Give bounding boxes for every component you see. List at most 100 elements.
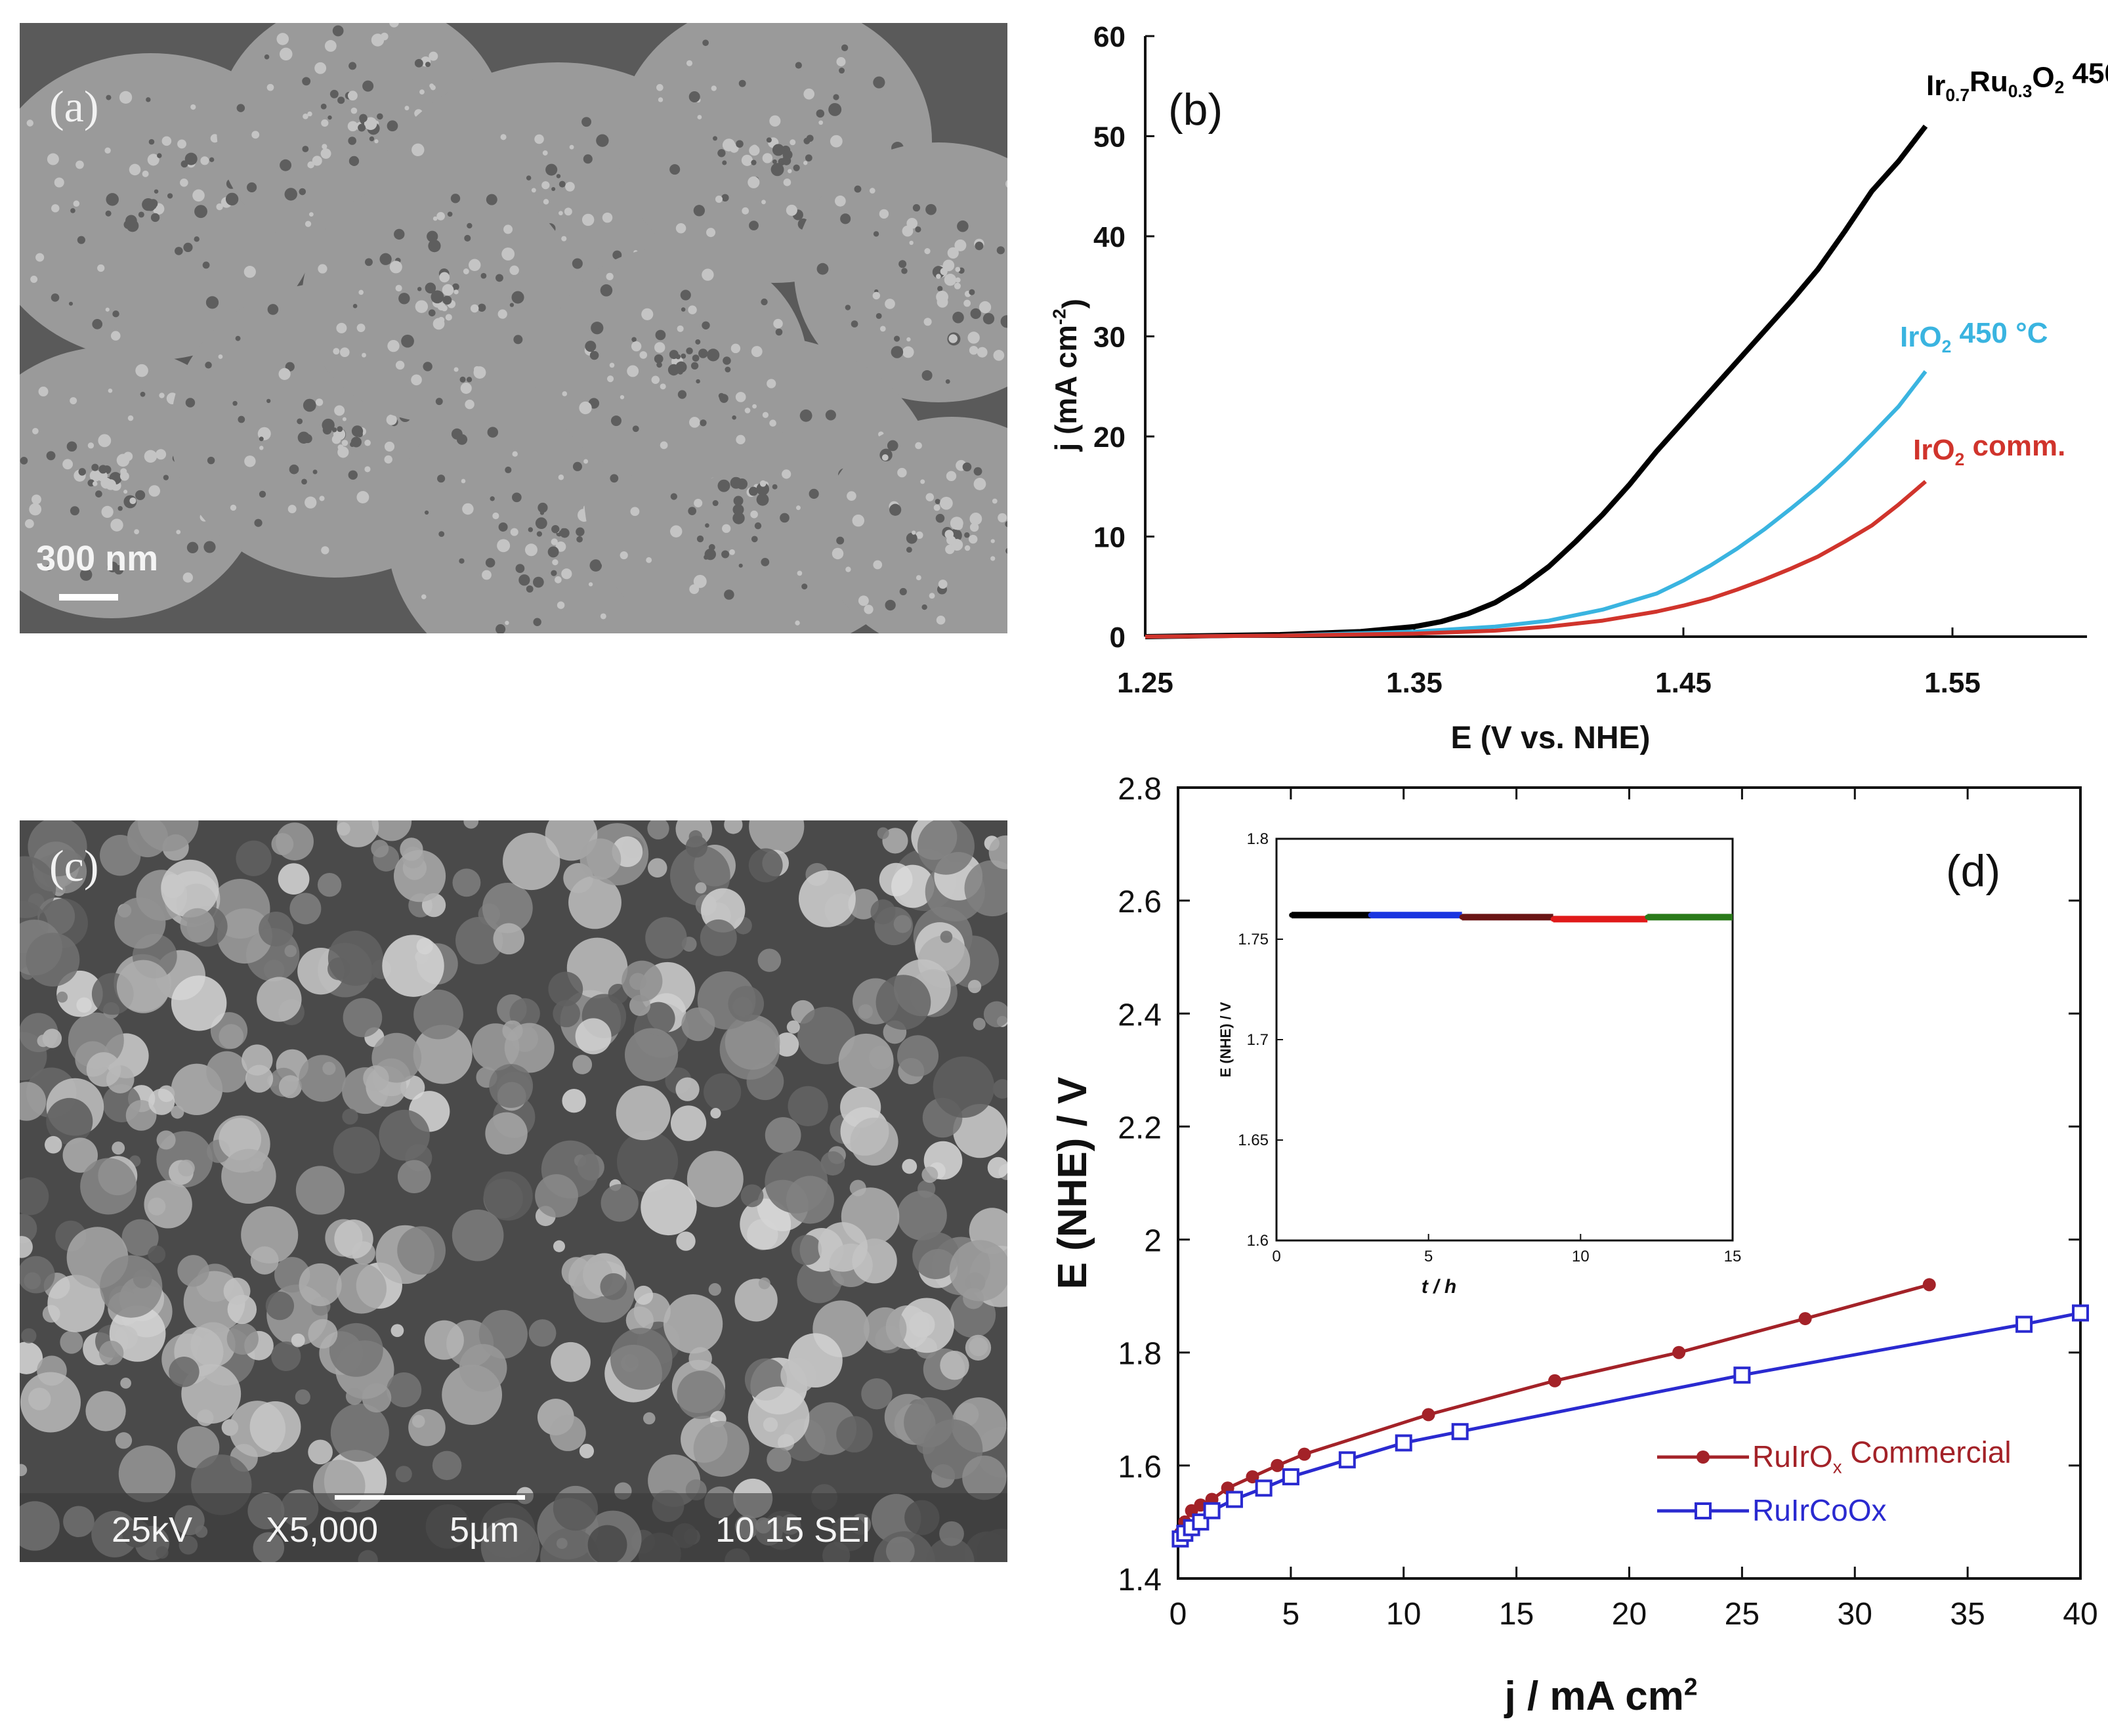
panel-label-c: (c) — [49, 841, 99, 891]
sem-a-pore — [1005, 521, 1007, 528]
sem-a-pore — [333, 348, 340, 355]
sem-a-pore — [805, 154, 812, 161]
sem-a-pore — [558, 474, 564, 480]
data-point — [1271, 1458, 1284, 1472]
inset-point — [1614, 916, 1620, 922]
sem-c-grain — [343, 998, 383, 1038]
sem-a-pore — [334, 405, 345, 416]
sem-a-pore — [105, 210, 112, 217]
sem-a-pore — [750, 510, 758, 519]
sem-a-texture — [20, 23, 1007, 633]
sem-c-grain — [566, 937, 628, 999]
sem-a-pore — [693, 205, 706, 217]
data-point — [1395, 1434, 1412, 1452]
inset-point — [1343, 912, 1349, 918]
sem-c-grain — [452, 1209, 504, 1261]
sem-a-pore — [725, 366, 731, 373]
inset-point — [1704, 914, 1710, 920]
sem-a-pore — [902, 346, 914, 358]
series-line-1 — [1145, 370, 1928, 639]
data-point — [1422, 1408, 1435, 1422]
data-point — [1297, 1447, 1311, 1461]
sem-a-pore — [556, 174, 561, 179]
sem-a-pore — [105, 307, 110, 312]
sem-a-pore — [816, 263, 829, 275]
scale-bar — [59, 594, 118, 601]
sem-c-grain — [767, 1447, 791, 1472]
sem-c-grain — [177, 1255, 209, 1287]
sem-a-pore — [341, 440, 348, 446]
sem-a-pore — [127, 415, 134, 421]
sem-a-particle — [794, 142, 1007, 402]
sem-a-pore — [161, 136, 172, 146]
sem-a-pore — [641, 308, 654, 320]
sem-a-pore — [423, 362, 432, 371]
legend-label-1: RuIrCoOx — [1752, 1493, 1886, 1527]
sem-c-grain — [217, 908, 272, 964]
sem-a-pore — [832, 547, 844, 560]
sem-c-grain — [838, 1033, 894, 1089]
inset-point — [1436, 912, 1442, 918]
sem-a-pore — [442, 295, 452, 305]
x-axis-label: j / mA cm2 — [1504, 1673, 1698, 1719]
sem-a-pore — [207, 456, 215, 465]
sem-a-pore — [509, 303, 515, 307]
sem-a-pore — [969, 345, 979, 355]
sem-a-pore — [154, 189, 159, 194]
sem-a-pore — [589, 559, 602, 572]
sem-a-pore — [384, 441, 395, 452]
sem-a-pore — [677, 390, 687, 399]
inset-y-tick-label: 1.7 — [1247, 1031, 1269, 1049]
sem-a-pore — [336, 322, 347, 333]
sem-a-pore — [398, 293, 410, 305]
sem-a-pore — [356, 491, 369, 504]
sem-a-pore — [833, 94, 839, 100]
sem-a-pore — [982, 312, 995, 325]
inset-point — [1699, 914, 1705, 920]
sem-c-grain — [774, 1032, 799, 1057]
sem-c-grain — [502, 1020, 523, 1042]
y-tick-label: 2 — [1144, 1224, 1162, 1259]
sem-a-pore — [706, 228, 716, 238]
sem-c-grain — [708, 1283, 721, 1296]
sem-a-pore — [688, 305, 697, 314]
sem-a-pore — [1000, 315, 1007, 328]
sem-a-pore — [205, 362, 212, 369]
sem-a-pore — [542, 150, 548, 156]
sem-c-grain — [46, 1097, 93, 1145]
sem-c-grain — [676, 1231, 696, 1251]
sem-a-pore — [371, 33, 385, 47]
sem-a-pore — [935, 513, 945, 523]
inset-point — [1718, 914, 1723, 920]
sem-a-pore — [968, 534, 978, 544]
sem-a-pore — [114, 565, 124, 575]
sem-a-pore — [675, 354, 681, 360]
sem-a-pore — [389, 261, 402, 274]
inset-point — [1663, 914, 1669, 920]
sem-a-pore — [362, 352, 366, 358]
sem-c-grain — [964, 860, 1007, 917]
inset-point — [1668, 914, 1674, 920]
sem-a-pore — [630, 507, 640, 517]
inset-point — [1348, 912, 1354, 918]
sem-a-pore — [694, 499, 703, 508]
sem-a-pore — [445, 314, 452, 321]
sem-a-pore — [350, 442, 355, 448]
sem-a-pore — [431, 290, 444, 304]
sem-a-pore — [803, 161, 808, 165]
sem-a-pore — [954, 282, 961, 289]
inset-point — [1496, 914, 1502, 920]
sem-a-pore — [425, 62, 431, 68]
sem-c-grain — [950, 1292, 996, 1338]
sem-a-pore — [751, 144, 758, 152]
sem-c-grain — [740, 1198, 791, 1250]
inset-point — [1423, 912, 1429, 918]
sem-a-pore — [278, 368, 291, 380]
sem-c-grain — [799, 870, 856, 927]
sem-c-grain — [125, 1100, 157, 1131]
sem-c-grain — [840, 1086, 881, 1128]
sem-a-pore — [303, 114, 308, 119]
sem-a-pore — [92, 319, 103, 329]
sem-a-pore — [177, 139, 186, 149]
sem-a-pore — [576, 536, 583, 543]
